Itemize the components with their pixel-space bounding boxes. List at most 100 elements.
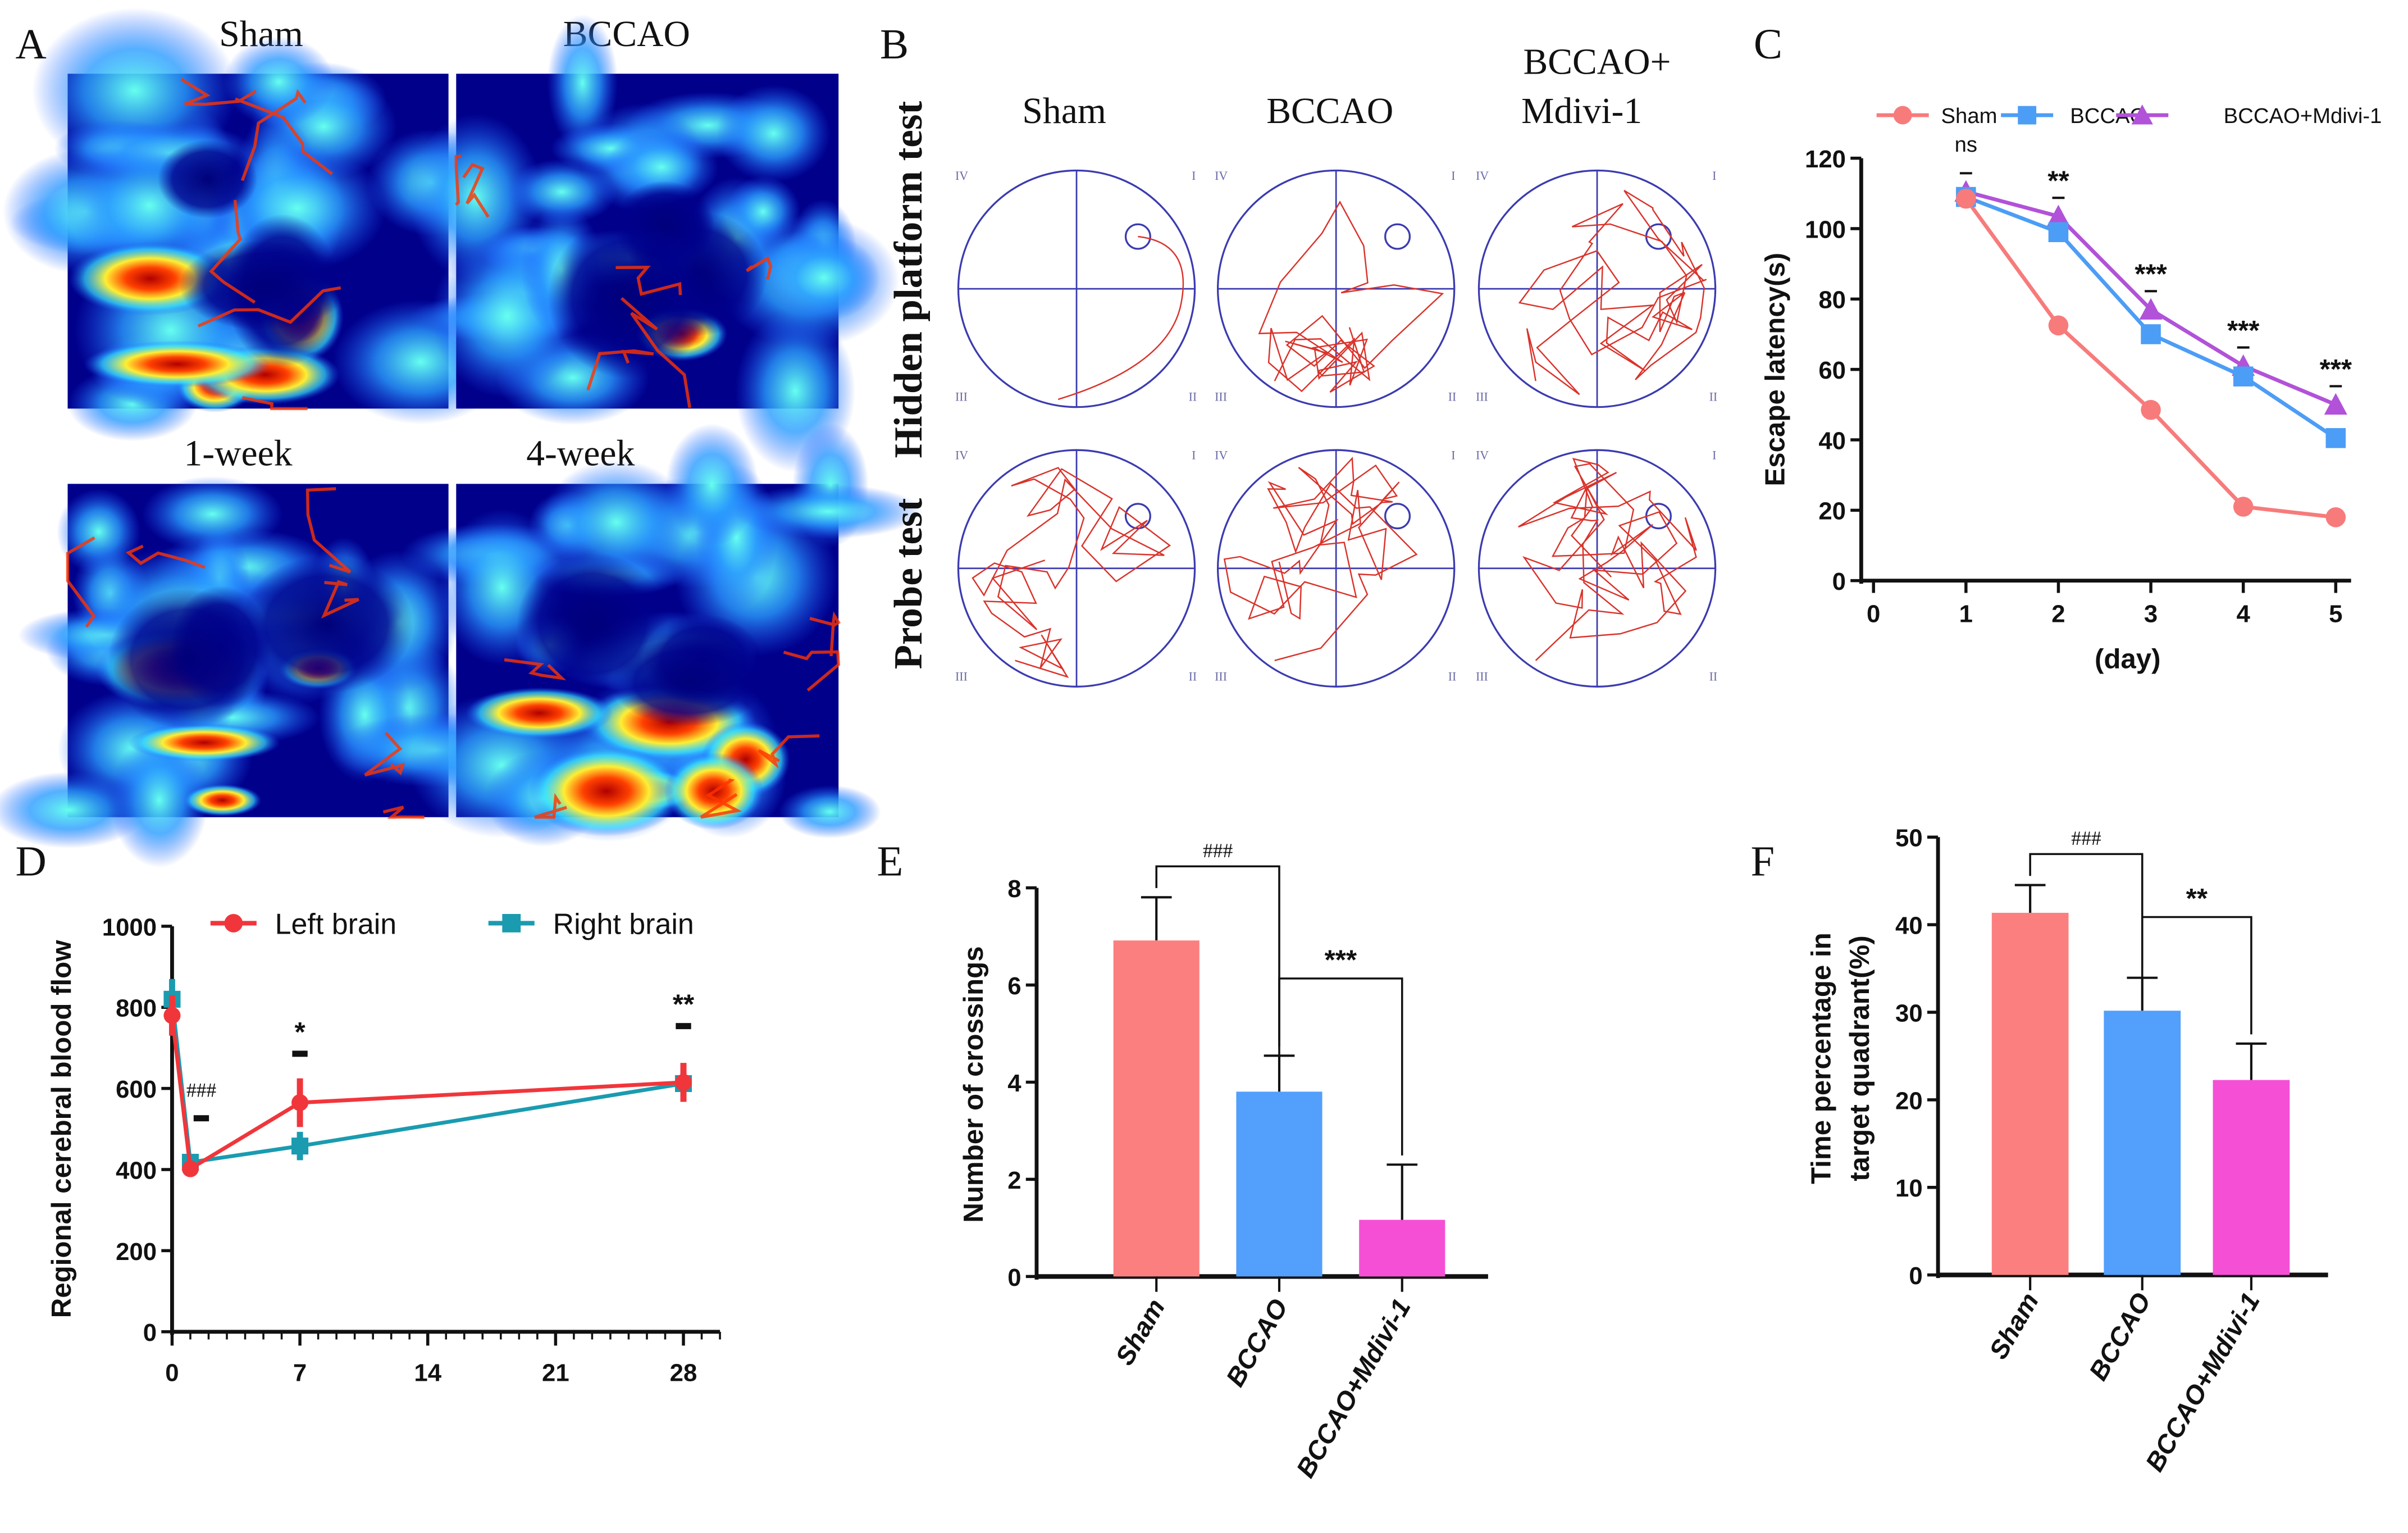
category-label: Sham xyxy=(1983,1288,2044,1364)
y-tick-label: 0 xyxy=(143,1319,157,1347)
quadrant-label: IV xyxy=(955,169,968,183)
quadrant-label: III xyxy=(1476,670,1488,683)
x-tick-label: 3 xyxy=(2144,600,2158,627)
platform-target xyxy=(1384,503,1411,530)
high-perfusion-blob xyxy=(465,687,614,739)
y-tick-label: 200 xyxy=(116,1238,157,1266)
perfusion-blob xyxy=(716,84,831,183)
perfusion-blob xyxy=(142,476,284,552)
data-point-square xyxy=(502,914,521,932)
panel-label-d: D xyxy=(16,838,47,885)
panel-label-c: C xyxy=(1754,20,1782,68)
y-tick-label: 0 xyxy=(1909,1262,1922,1290)
quadrant-label: III xyxy=(955,670,968,683)
data-point-triangle xyxy=(2046,204,2070,226)
y-tick-label: 60 xyxy=(1818,357,1846,384)
quadrant-label: IV xyxy=(1215,169,1228,183)
y-axis-label: Regional cerebral blood flow xyxy=(46,940,77,1318)
column-title-bccao: BCCAO xyxy=(1266,91,1393,131)
data-point-circle xyxy=(163,1007,181,1024)
data-point-triangle xyxy=(2131,104,2153,125)
bar-BCCAO+Mdivi-1 xyxy=(1359,1220,1445,1277)
bar-BCCAO xyxy=(1236,1091,1322,1277)
quadrant-label: III xyxy=(1476,390,1488,404)
blood-vessels xyxy=(454,154,773,408)
chart-d-cerebral-blood-flow: 0 200 400 600 800 1000 0 7 14 21 28 Regional cerebr… xyxy=(46,908,721,1386)
data-point-circle xyxy=(1956,188,1976,209)
low-perfusion-region xyxy=(179,240,349,331)
legend-label: Right brain xyxy=(553,908,694,941)
data-point-circle xyxy=(1893,106,1912,125)
significance-bracket xyxy=(1278,977,1403,1156)
data-point-circle xyxy=(2325,507,2346,527)
quadrant-label: I xyxy=(1712,449,1716,462)
legend-label: Left brain xyxy=(275,908,397,941)
laser-speckle-image-3 xyxy=(401,423,923,847)
quadrant-label: I xyxy=(1192,169,1196,183)
significance-bracket xyxy=(2141,916,2252,1035)
category-label: BCCAO xyxy=(1220,1294,1293,1391)
y-tick-label: 10 xyxy=(1895,1175,1923,1202)
platform-target xyxy=(1645,503,1672,530)
bar-BCCAO xyxy=(2104,1011,2181,1275)
low-perfusion-region xyxy=(107,588,265,730)
quadrant-label: III xyxy=(955,390,968,404)
perfusion-blob xyxy=(506,159,617,225)
significance-label: *** xyxy=(2135,259,2167,290)
swim-trajectory xyxy=(1518,190,1707,395)
perfusion-blob xyxy=(547,14,618,152)
quadrant-label: IV xyxy=(1215,449,1228,462)
category-label: Sham xyxy=(1110,1294,1170,1370)
bar-Sham xyxy=(1113,940,1200,1277)
x-tick-label: 2 xyxy=(2051,600,2065,627)
data-point-circle xyxy=(224,914,243,932)
x-tick-label: 1 xyxy=(1959,600,1973,627)
significance-label: ** xyxy=(673,989,695,1020)
y-tick-label: 80 xyxy=(1818,286,1846,314)
significance-bar xyxy=(676,1023,691,1030)
significance-label: ### xyxy=(1203,839,1233,862)
quadrant-label: III xyxy=(1215,670,1227,683)
x-tick-label: 21 xyxy=(542,1359,569,1386)
y-tick-label: 8 xyxy=(1007,875,1021,903)
y-tick-label: 800 xyxy=(116,995,157,1022)
significance-label: ** xyxy=(2186,883,2208,914)
x-tick-label: 4 xyxy=(2237,600,2251,627)
quadrant-label: III xyxy=(1215,390,1227,404)
laser-speckle-image-1 xyxy=(408,14,900,472)
category-label: BCCAO+Mdivi-1 xyxy=(2140,1288,2265,1476)
y-axis-label: Number of crossings xyxy=(958,946,989,1222)
low-perfusion-region xyxy=(548,216,710,379)
data-point-circle xyxy=(2233,497,2254,517)
quadrant-label: IV xyxy=(1476,449,1489,462)
quadrant-label: IV xyxy=(955,449,968,462)
quadrant-label: IV xyxy=(1476,169,1489,183)
y-tick-label: 20 xyxy=(1895,1087,1923,1115)
swim-trajectory xyxy=(1223,457,1418,662)
column-title-mdivi-line2: Mdivi-1 xyxy=(1521,91,1642,131)
legend-label: BCCAO+Mdivi-1 xyxy=(2224,104,2382,128)
high-perfusion-blob xyxy=(528,746,684,836)
significance-label: *** xyxy=(1325,944,1357,975)
swim-trajectory xyxy=(1057,235,1184,401)
low-perfusion-region xyxy=(239,555,413,694)
panel-label-b: B xyxy=(880,20,909,68)
platform-target xyxy=(1124,503,1151,530)
high-perfusion-blob xyxy=(128,724,280,762)
swim-trajectory xyxy=(972,467,1171,678)
swim-trajectory xyxy=(1258,201,1444,393)
column-title-sham: Sham xyxy=(1022,91,1106,131)
significance-label: *** xyxy=(2227,315,2260,346)
significance-bar xyxy=(292,1050,308,1057)
bar-Sham xyxy=(1991,912,2069,1275)
data-point-circle xyxy=(674,1073,692,1091)
y-tick-label: 40 xyxy=(1895,912,1923,940)
quadrant-label: II xyxy=(1709,670,1718,683)
significance-label: *** xyxy=(2320,354,2352,385)
